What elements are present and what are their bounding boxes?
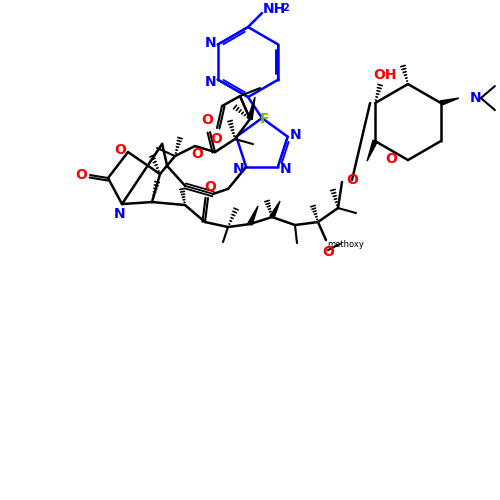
Text: F: F (260, 112, 270, 126)
Polygon shape (440, 98, 459, 105)
Polygon shape (270, 201, 280, 218)
Text: methoxy: methoxy (328, 240, 364, 248)
Text: N: N (205, 36, 216, 50)
Text: OH: OH (374, 68, 397, 82)
Text: O: O (346, 173, 358, 187)
Text: O: O (210, 132, 222, 146)
Text: O: O (201, 113, 213, 127)
Text: N: N (470, 91, 482, 105)
Text: O: O (386, 152, 398, 166)
Polygon shape (248, 97, 255, 120)
Polygon shape (248, 206, 258, 225)
Polygon shape (367, 140, 377, 161)
Text: N: N (114, 207, 126, 221)
Text: 2: 2 (282, 3, 290, 13)
Text: O: O (114, 143, 126, 157)
Text: N: N (290, 128, 302, 141)
Text: N: N (232, 162, 244, 176)
Text: N: N (205, 74, 216, 88)
Text: O: O (75, 168, 87, 182)
Text: O: O (322, 245, 334, 259)
Text: N: N (280, 162, 291, 176)
Text: NH: NH (262, 2, 285, 16)
Text: O: O (191, 147, 203, 161)
Text: O: O (204, 180, 216, 194)
